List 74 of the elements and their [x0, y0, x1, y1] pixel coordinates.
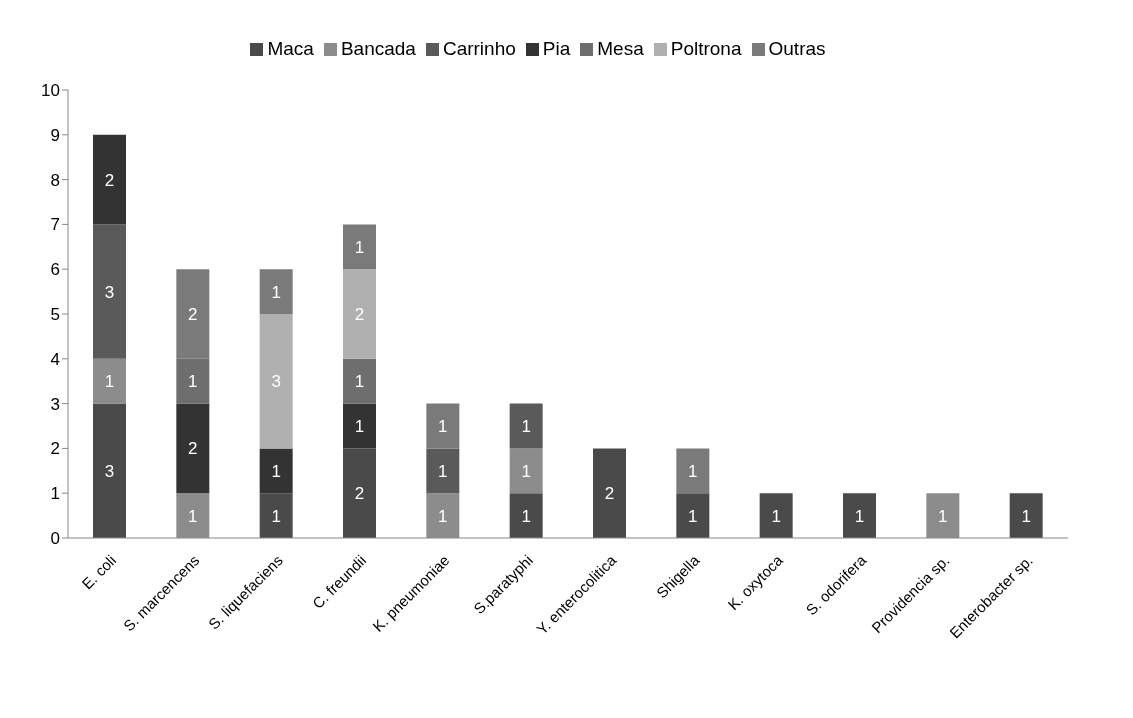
bar [426, 448, 460, 494]
legend-label: Poltrona [670, 38, 742, 59]
data-label: 1 [1021, 506, 1031, 526]
data-label: 1 [438, 506, 448, 526]
bar [176, 403, 210, 494]
bar [343, 358, 376, 404]
y-tick-label: 0 [50, 529, 60, 549]
y-tick-label: 2 [50, 439, 60, 459]
data-label: 1 [104, 372, 115, 392]
legend-label: Pia [542, 38, 571, 59]
y-tick-label: 5 [50, 305, 60, 325]
data-label: 2 [354, 484, 365, 504]
bar [509, 448, 543, 494]
legend-label: Bancada [340, 38, 416, 59]
data-label: 3 [271, 372, 281, 392]
bar [676, 493, 710, 538]
x-tick-label: E. coli [78, 551, 120, 593]
y-tick-label: 9 [50, 125, 60, 145]
data-label: 1 [354, 372, 365, 392]
data-label: 2 [104, 170, 115, 190]
data-label: 1 [354, 237, 365, 257]
data-label: 2 [604, 484, 615, 504]
legend-label: Carrinho [442, 38, 516, 59]
y-tick-label: 1 [50, 484, 60, 504]
bar [259, 493, 293, 538]
bar [93, 224, 126, 359]
bar [343, 224, 376, 270]
data-label: 2 [354, 305, 365, 325]
data-label: 1 [438, 461, 448, 481]
bar [343, 403, 376, 449]
y-tick-label: 6 [50, 260, 60, 280]
bar [1009, 493, 1043, 538]
bar [93, 403, 126, 538]
data-label: 2 [188, 305, 198, 325]
data-label: 1 [438, 417, 448, 437]
y-tick-label: 3 [50, 394, 60, 414]
bar [259, 314, 293, 449]
legend-label: Maca [267, 38, 314, 59]
data-label: 1 [771, 506, 781, 526]
data-label: 1 [688, 461, 698, 481]
legend-label: Mesa [597, 38, 644, 59]
bar [93, 358, 126, 404]
bar [343, 269, 376, 359]
data-label: 1 [521, 461, 531, 481]
bar [593, 448, 626, 538]
data-label: 1 [854, 506, 865, 526]
legend-label: Outras [768, 38, 826, 59]
bar [759, 493, 793, 538]
bar [509, 403, 543, 449]
data-label: 1 [271, 461, 281, 481]
y-tick-label: 10 [41, 81, 60, 101]
data-label: 3 [104, 461, 115, 481]
y-tick-label: 4 [50, 349, 60, 369]
data-label: 1 [188, 506, 198, 526]
data-label: 1 [271, 506, 281, 526]
data-label: 1 [271, 282, 281, 302]
data-label: 1 [354, 417, 365, 437]
y-tick-label: 8 [50, 170, 60, 190]
bar [426, 403, 460, 449]
data-label: 1 [688, 506, 698, 526]
bar [343, 448, 376, 538]
bar [93, 134, 126, 225]
data-label: 3 [104, 282, 115, 302]
data-label: 1 [188, 372, 198, 392]
data-label: 1 [521, 506, 531, 526]
bar [676, 448, 710, 494]
y-tick-label: 7 [50, 215, 60, 235]
bar [509, 493, 543, 538]
data-label: 2 [188, 439, 198, 459]
bar [259, 448, 293, 494]
data-label: 1 [521, 417, 531, 437]
bar [843, 493, 876, 538]
data-label: 1 [938, 506, 948, 526]
bar [259, 269, 293, 314]
